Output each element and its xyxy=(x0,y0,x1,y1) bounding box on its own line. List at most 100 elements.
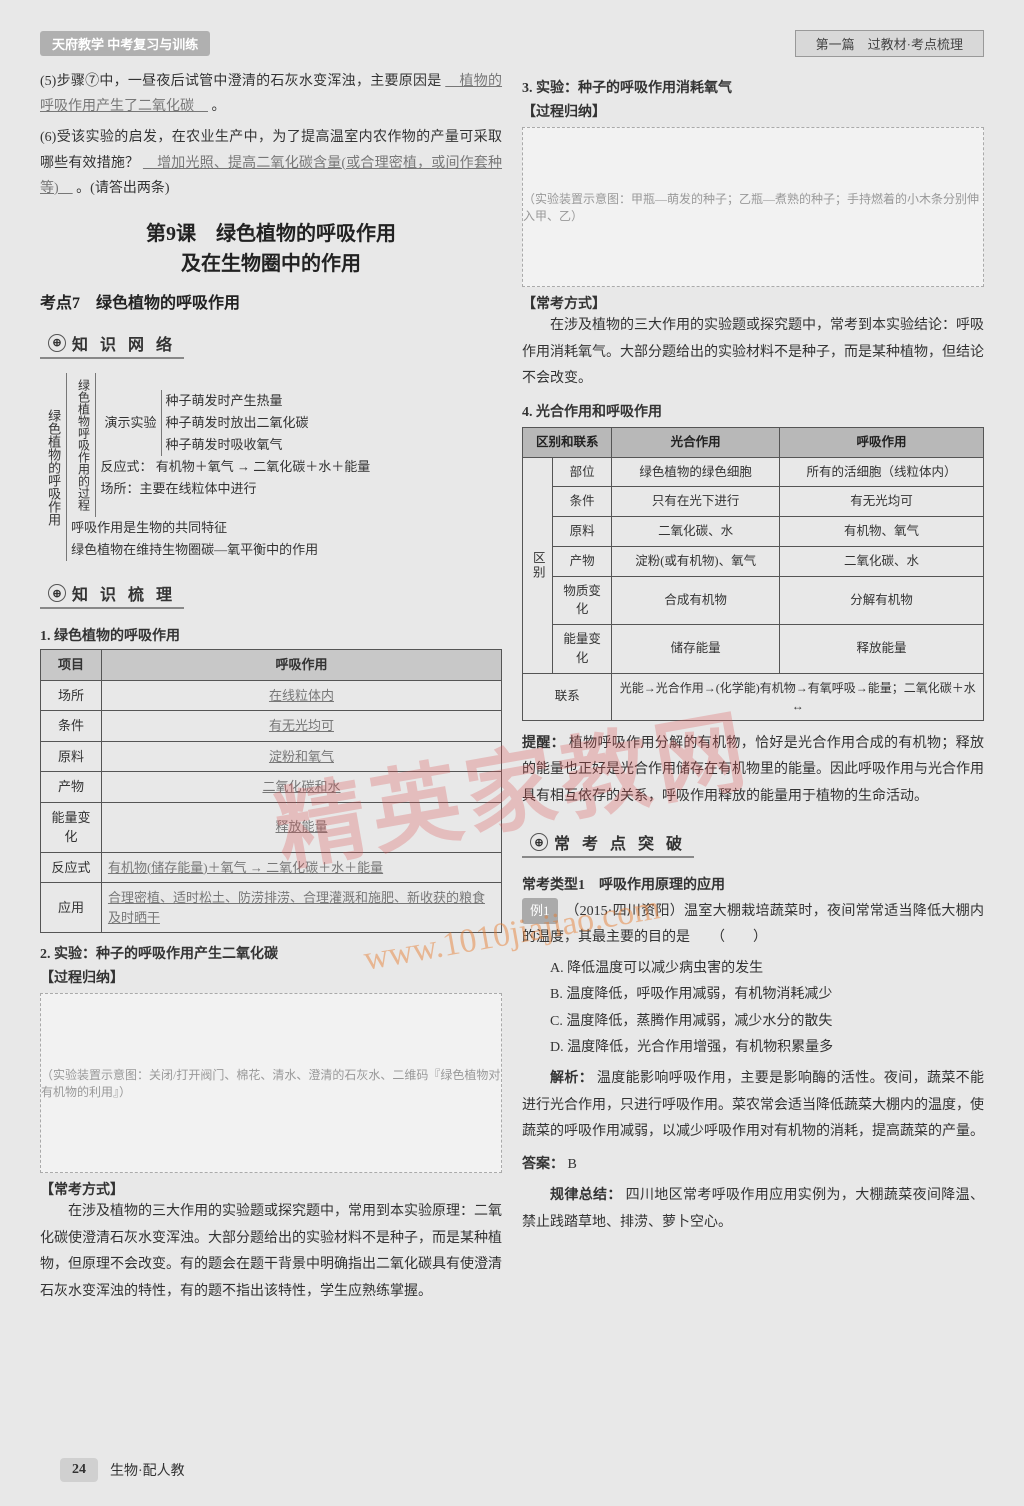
banner-break-text: 常 考 点 突 破 xyxy=(554,830,686,854)
lesson-title: 第9课 绿色植物的呼吸作用 及在生物圈中的作用 xyxy=(40,219,502,279)
kaodian-7: 考点7 绿色植物的呼吸作用 xyxy=(40,289,502,313)
t2-hA: 区别和联系 xyxy=(523,427,612,457)
page-number: 24 xyxy=(60,1458,98,1482)
process-label-1: 【过程归纳】 xyxy=(40,967,502,987)
t2-r4c: 二氧化碳、水 xyxy=(779,546,983,576)
t1-r7a: 应用 xyxy=(41,883,102,933)
t2-r3b: 二氧化碳、水 xyxy=(612,517,779,547)
rule-lead: 规律总结： xyxy=(550,1188,622,1203)
t2-r1c: 所有的活细胞（线粒体内） xyxy=(779,457,983,487)
process-label-2: 【过程归纳】 xyxy=(522,101,984,121)
question-5: (5)步骤⑦中，一昼夜后试管中澄清的石灰水变浑浊，主要原因是 植物的呼吸作用产生… xyxy=(40,69,502,119)
example-1: 例1 （2015·四川资阳）温室大棚栽培蔬菜时，夜间常常适当降低大棚内的温度，其… xyxy=(522,898,984,949)
t2-vcat: 区别 xyxy=(523,457,553,673)
subhead-3: 3. 实验：种子的呼吸作用消耗氧气 xyxy=(522,77,984,97)
t2-hB: 光合作用 xyxy=(612,427,779,457)
t2-r5a: 物质变化 xyxy=(552,576,612,625)
t1-r2a: 条件 xyxy=(41,711,102,742)
compare-table: 区别和联系 光合作用 呼吸作用 区别 部位 绿色植物的绿色细胞 所有的活细胞（线… xyxy=(522,427,984,721)
mode-label-2: 【常考方式】 xyxy=(522,293,984,313)
tree-demo-label: 演示实验 xyxy=(100,390,161,456)
option-d: D. 温度降低，光合作用增强，有机物积累量多 xyxy=(550,1035,984,1062)
subhead-2: 2. 实验：种子的呼吸作用产生二氧化碳 xyxy=(40,943,502,963)
answer-lead: 答案： xyxy=(522,1157,564,1172)
t2-r6b: 储存能量 xyxy=(612,625,779,674)
answer-text: B xyxy=(568,1157,577,1172)
answer: 答案： B xyxy=(522,1152,984,1177)
banner-knowledge-network: ⊕ 知 识 网 络 xyxy=(40,329,184,359)
t2-r2b: 只有在光下进行 xyxy=(612,487,779,517)
banner-breakthrough: ⊕ 常 考 点 突 破 xyxy=(522,828,694,858)
question-6: (6)受该实验的启发，在农业生产中，为了提高温室内农作物的产量可采取哪些有效措施… xyxy=(40,125,502,201)
t1-h2: 呼吸作用 xyxy=(101,650,501,681)
t1-r6a: 反应式 xyxy=(41,852,102,883)
tree-place: 场所：主要在线粒体中进行 xyxy=(100,478,494,500)
mode-label-1: 【常考方式】 xyxy=(40,1179,502,1199)
two-column-layout: (5)步骤⑦中，一昼夜后试管中澄清的石灰水变浑浊，主要原因是 植物的呼吸作用产生… xyxy=(40,69,984,1312)
header-right: 第一篇 过教材·考点梳理 xyxy=(795,30,984,57)
subhead-4: 4. 光合作用和呼吸作用 xyxy=(522,401,984,421)
t2-r1a: 部位 xyxy=(552,457,612,487)
common-type-1: 常考类型1 呼吸作用原理的应用 xyxy=(522,874,984,894)
tree-balance: 绿色植物在维持生物圈碳—氧平衡中的作用 xyxy=(71,539,498,561)
header-left: 天府教学 中考复习与训练 xyxy=(40,31,210,56)
mode-text-2: 在涉及植物的三大作用的实验题或探究题中，常考到本实验结论：呼吸作用消耗氧气。大部… xyxy=(522,313,984,393)
banner-knowledge-comb: ⊕ 知 识 梳 理 xyxy=(40,579,184,609)
t1-r5a: 能量变化 xyxy=(41,802,102,852)
t1-r4a: 产物 xyxy=(41,772,102,803)
t2-r1b: 绿色植物的绿色细胞 xyxy=(612,457,779,487)
lesson-title-line2: 及在生物圈中的作用 xyxy=(40,249,502,279)
experiment-diagram-1: （实验装置示意图：关闭/打开阀门、棉花、清水、澄清的石灰水、二维码『绿色植物对有… xyxy=(40,993,502,1173)
book-label: 生物·配人教 xyxy=(110,1460,185,1480)
tree-react-label: 反应式： xyxy=(100,459,152,474)
t2-r5c: 分解有机物 xyxy=(779,576,983,625)
banner-comb-text: 知 识 梳 理 xyxy=(72,581,176,605)
banner-net-text: 知 识 网 络 xyxy=(72,331,176,355)
t1-r4b: 二氧化碳和水 xyxy=(101,772,501,803)
t1-r3b: 淀粉和氧气 xyxy=(101,741,501,772)
tree-demo1: 种子萌发时产生热量 xyxy=(166,390,309,412)
t2-r3c: 有机物、氧气 xyxy=(779,517,983,547)
target-icon: ⊕ xyxy=(48,584,66,602)
t1-r7b: 合理密植、适时松土、防涝排涝、合理灌溉和施肥、新收获的粮食及时晒干 xyxy=(101,883,501,933)
t2-r4b: 淀粉(或有机物)、氧气 xyxy=(612,546,779,576)
t2-liaison-label: 联系 xyxy=(523,673,612,720)
analysis: 解析： 温度能影响呼吸作用，主要是影响酶的活性。夜间，蔬菜不能进行光合作用，只进… xyxy=(522,1066,984,1146)
t1-h1: 项目 xyxy=(41,650,102,681)
example-label: 例1 xyxy=(522,898,558,923)
options: A. 降低温度可以减少病虫害的发生 B. 温度降低，呼吸作用减弱，有机物消耗减少… xyxy=(550,956,984,1062)
tree-common: 呼吸作用是生物的共同特征 xyxy=(71,517,498,539)
t1-r5b: 释放能量 xyxy=(101,802,501,852)
subhead-1: 1. 绿色植物的呼吸作用 xyxy=(40,625,502,645)
t2-r5b: 合成有机物 xyxy=(612,576,779,625)
analysis-lead: 解析： xyxy=(550,1071,593,1086)
q6-suffix: 。(请答出两条) xyxy=(76,181,169,196)
knowledge-tree: 绿色植物的呼吸作用 绿色植物呼吸作用的过程 演示实验 种子萌发时产生热量 种子萌… xyxy=(40,373,502,561)
t2-liaison-text: 光能→光合作用→(化学能)有机物→有氧呼吸→能量；二氧化碳＋水 ↔ xyxy=(612,673,984,720)
tree-mid: 绿色植物呼吸作用的过程 xyxy=(71,373,96,517)
right-column: 3. 实验：种子的呼吸作用消耗氧气 【过程归纳】 （实验装置示意图：甲瓶—萌发的… xyxy=(522,69,984,1312)
t1-r3a: 原料 xyxy=(41,741,102,772)
t1-r1b: 在线粒体内 xyxy=(101,680,501,711)
rule-summary: 规律总结： 四川地区常考呼吸作用应用实例为，大棚蔬菜夜间降温、禁止践踏草地、排涝… xyxy=(522,1183,984,1236)
t2-r2c: 有无光均可 xyxy=(779,487,983,517)
option-c: C. 温度降低，蒸腾作用减弱，减少水分的散失 xyxy=(550,1009,984,1036)
option-a: A. 降低温度可以减少病虫害的发生 xyxy=(550,956,984,983)
reminder-text: 植物呼吸作用分解的有机物，恰好是光合作用合成的有机物；释放的能量也正好是光合作用… xyxy=(522,736,984,804)
left-column: (5)步骤⑦中，一昼夜后试管中澄清的石灰水变浑浊，主要原因是 植物的呼吸作用产生… xyxy=(40,69,502,1312)
mode-text-1: 在涉及植物的三大作用的实验题或探究题中，常用到本实验原理：二氧化碳使澄清石灰水变… xyxy=(40,1199,502,1305)
experiment-diagram-2: （实验装置示意图：甲瓶—萌发的种子；乙瓶—煮熟的种子；手持燃着的小木条分别伸入甲… xyxy=(522,127,984,287)
q5-prefix: (5)步骤⑦中，一昼夜后试管中澄清的石灰水变浑浊，主要原因是 xyxy=(40,74,441,89)
t2-r4a: 产物 xyxy=(552,546,612,576)
reminder: 提醒： 植物呼吸作用分解的有机物，恰好是光合作用合成的有机物；释放的能量也正好是… xyxy=(522,731,984,811)
reminder-lead: 提醒： xyxy=(522,736,565,751)
tree-react: 反应式： 有机物＋氧气 → 二氧化碳＋水＋能量 xyxy=(100,456,494,478)
example-1-stem: （2015·四川资阳）温室大棚栽培蔬菜时，夜间常常适当降低大棚内的温度，其最主要… xyxy=(522,904,984,944)
tree-demo2: 种子萌发时放出二氧化碳 xyxy=(166,412,309,434)
t1-r1a: 场所 xyxy=(41,680,102,711)
t1-r2b: 有无光均可 xyxy=(101,711,501,742)
tree-root: 绿色植物的呼吸作用 xyxy=(40,373,67,561)
t2-hC: 呼吸作用 xyxy=(779,427,983,457)
target-icon: ⊕ xyxy=(48,334,66,352)
t1-r6b: 有机物(储存能量)＋氧气 → 二氧化碳＋水＋能量 xyxy=(101,852,501,883)
